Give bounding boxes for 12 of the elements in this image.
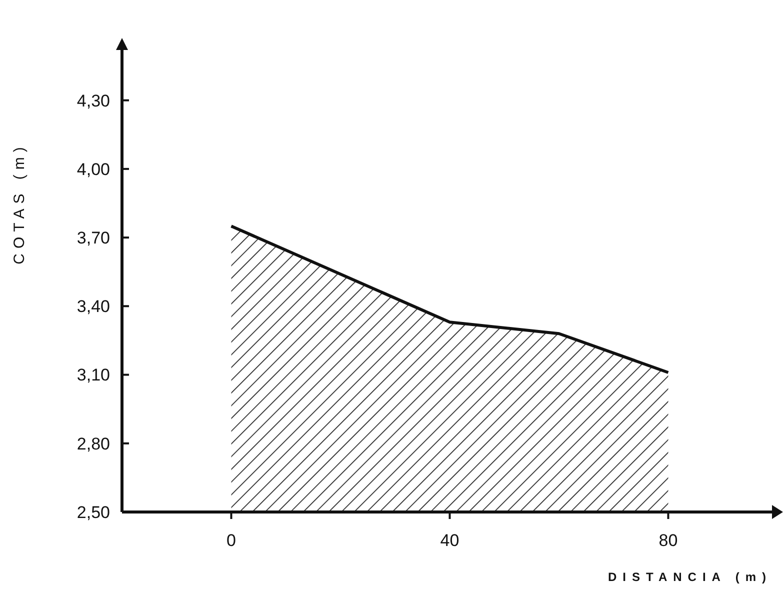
y-tick-label: 2,50 bbox=[76, 502, 110, 522]
y-tick-label: 4,30 bbox=[76, 91, 110, 110]
y-tick-label: 2,80 bbox=[76, 434, 110, 454]
y-axis-title: COTAS (m) bbox=[11, 142, 28, 264]
y-tick-label: 3,40 bbox=[76, 297, 110, 316]
y-tick-label: 3,70 bbox=[76, 228, 110, 248]
y-tick-label: 3,10 bbox=[76, 366, 110, 385]
x-axis-title: DISTANCIA (m) bbox=[608, 570, 772, 584]
x-tick-label: 40 bbox=[440, 531, 460, 550]
x-tick-label: 0 bbox=[226, 531, 236, 550]
y-tick-label: 4,00 bbox=[76, 160, 110, 179]
x-tick-label: 80 bbox=[658, 531, 678, 550]
